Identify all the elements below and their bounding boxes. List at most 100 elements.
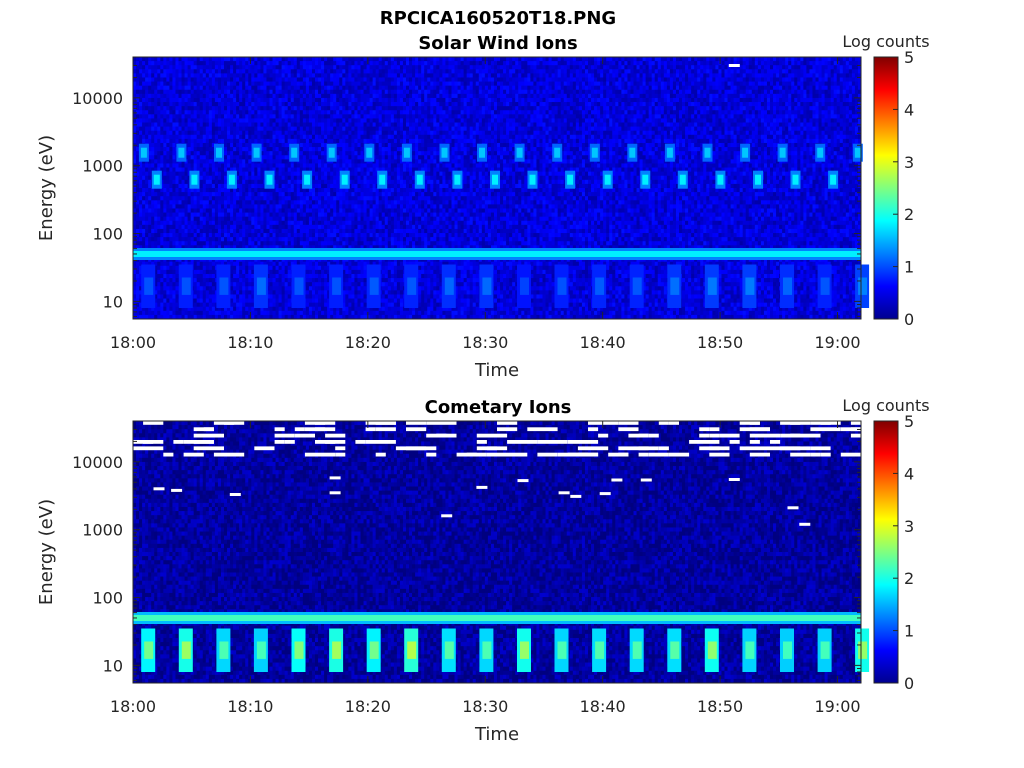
heatmap-cell bbox=[163, 225, 166, 229]
heatmap-cell bbox=[136, 286, 139, 290]
heatmap-cell bbox=[327, 217, 330, 221]
heatmap-cell bbox=[279, 90, 282, 94]
heatmap-cell bbox=[239, 98, 242, 102]
heatmap-cell bbox=[367, 102, 370, 106]
heatmap-cell bbox=[215, 208, 218, 212]
heatmap-cell bbox=[254, 86, 257, 90]
heatmap-cell bbox=[200, 266, 203, 270]
heatmap-cell bbox=[218, 204, 221, 208]
heatmap-cell bbox=[163, 307, 166, 311]
heatmap-cell bbox=[182, 127, 185, 131]
heatmap-cell bbox=[303, 135, 306, 139]
heatmap-cell bbox=[367, 204, 370, 208]
heatmap-cell bbox=[336, 237, 339, 241]
heatmap-cell bbox=[312, 176, 315, 180]
heatmap-cell bbox=[145, 114, 148, 118]
heatmap-cell bbox=[175, 286, 178, 290]
heatmap-cell bbox=[297, 163, 300, 167]
heatmap-cell bbox=[139, 225, 142, 229]
heatmap-cell bbox=[236, 147, 239, 151]
heatmap-cell bbox=[300, 221, 303, 225]
heatmap-cell bbox=[318, 147, 321, 151]
heatmap-cell bbox=[254, 237, 257, 241]
heatmap-cell bbox=[330, 200, 333, 204]
heatmap-cell bbox=[318, 176, 321, 180]
heatmap-cell bbox=[200, 200, 203, 204]
heatmap-cell bbox=[206, 114, 209, 118]
heatmap-cell bbox=[306, 208, 309, 212]
heatmap-cell bbox=[239, 69, 242, 73]
heatmap-cell bbox=[270, 61, 273, 65]
heatmap-cell bbox=[203, 229, 206, 233]
heatmap-cell bbox=[263, 192, 266, 196]
heatmap-cell bbox=[239, 262, 242, 266]
heatmap-cell bbox=[194, 229, 197, 233]
heatmap-cell bbox=[361, 118, 364, 122]
heatmap-cell bbox=[321, 110, 324, 114]
heatmap-cell bbox=[324, 188, 327, 192]
heatmap-cell bbox=[345, 61, 348, 65]
heatmap-cell bbox=[233, 303, 236, 307]
heatmap-cell bbox=[254, 61, 257, 65]
heatmap-cell bbox=[330, 131, 333, 135]
heatmap-cell bbox=[276, 184, 279, 188]
heatmap-cell bbox=[185, 311, 188, 315]
heatmap-cell bbox=[309, 192, 312, 196]
heatmap-cell bbox=[318, 233, 321, 237]
heatmap-cell bbox=[288, 294, 291, 298]
heatmap-cell bbox=[148, 163, 151, 167]
heatmap-cell bbox=[263, 118, 266, 122]
heatmap-cell bbox=[357, 176, 360, 180]
heatmap-cell bbox=[242, 204, 245, 208]
heatmap-cell bbox=[157, 225, 160, 229]
heatmap-cell bbox=[357, 278, 360, 282]
heatmap-cell bbox=[333, 77, 336, 81]
heatmap-cell bbox=[260, 196, 263, 200]
heatmap-cell bbox=[309, 266, 312, 270]
heatmap-cell bbox=[209, 106, 212, 110]
heatmap-cell bbox=[230, 135, 233, 139]
heatmap-cell bbox=[239, 90, 242, 94]
heatmap-cell bbox=[342, 225, 345, 229]
heatmap-cell bbox=[169, 155, 172, 159]
heatmap-cell bbox=[321, 266, 324, 270]
heatmap-cell bbox=[218, 131, 221, 135]
heatmap-cell bbox=[318, 237, 321, 241]
heatmap-cell bbox=[194, 192, 197, 196]
heatmap-cell bbox=[145, 311, 148, 315]
heatmap-cell bbox=[260, 65, 263, 69]
heatmap-cell bbox=[139, 69, 142, 73]
heatmap-cell bbox=[227, 204, 230, 208]
heatmap-cell bbox=[194, 286, 197, 290]
heatmap-cell bbox=[294, 225, 297, 229]
heatmap-cell bbox=[175, 188, 178, 192]
heatmap-cell bbox=[166, 127, 169, 131]
heatmap-cell bbox=[227, 155, 230, 159]
heatmap-cell bbox=[282, 143, 285, 147]
heatmap-cell bbox=[139, 106, 142, 110]
heatmap-cell bbox=[357, 143, 360, 147]
heatmap-cell bbox=[309, 208, 312, 212]
heatmap-cell bbox=[279, 127, 282, 131]
heatmap-cell bbox=[209, 77, 212, 81]
heatmap-cell bbox=[233, 61, 236, 65]
heatmap-cell bbox=[315, 61, 318, 65]
heatmap-cell bbox=[148, 188, 151, 192]
heatmap-cell bbox=[327, 229, 330, 233]
heatmap-cell bbox=[333, 110, 336, 114]
heatmap-cell bbox=[221, 184, 224, 188]
heatmap-cell bbox=[263, 61, 266, 65]
heatmap-cell bbox=[336, 217, 339, 221]
heatmap-cell bbox=[324, 184, 327, 188]
heatmap-cell bbox=[266, 208, 269, 212]
heatmap-cell bbox=[227, 110, 230, 114]
heatmap-cell bbox=[154, 106, 157, 110]
heatmap-cell bbox=[188, 155, 191, 159]
heatmap-cell bbox=[182, 176, 185, 180]
heatmap-cell bbox=[221, 200, 224, 204]
heatmap-cell bbox=[160, 159, 163, 163]
heatmap-cell bbox=[151, 102, 154, 106]
heatmap-cell bbox=[212, 139, 215, 143]
heatmap-cell bbox=[351, 180, 354, 184]
heatmap-cell bbox=[254, 118, 257, 122]
